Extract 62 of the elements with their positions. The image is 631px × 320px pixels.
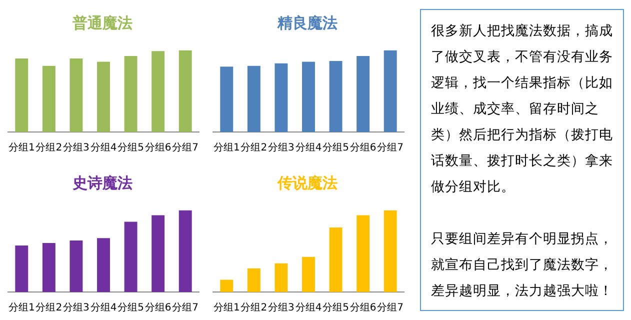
bar — [42, 66, 56, 132]
bar — [247, 66, 260, 132]
bar — [384, 50, 397, 132]
x-tick-label: 分组4 — [90, 142, 117, 154]
chart-title: 史诗魔法 — [72, 174, 134, 193]
bar — [274, 63, 288, 132]
x-tick-label: 分组4 — [295, 142, 322, 154]
chart-title: 普通魔法 — [72, 14, 134, 33]
bar — [70, 58, 83, 132]
x-tick-label: 分组3 — [268, 302, 294, 314]
bar — [97, 62, 110, 132]
chart-title: 精良魔法 — [276, 14, 338, 33]
x-tick-label: 分组2 — [36, 302, 62, 314]
x-tick-label: 分组2 — [240, 302, 268, 314]
x-tick-label: 分组1 — [8, 142, 35, 154]
x-tick-label: 分组5 — [118, 142, 144, 154]
bar — [356, 56, 370, 132]
x-tick-label: 分组4 — [295, 302, 322, 314]
bar — [329, 60, 342, 132]
x-tick-label: 分组4 — [90, 302, 117, 314]
bar — [97, 238, 110, 292]
bar — [274, 263, 288, 292]
bar — [356, 215, 370, 292]
bar — [15, 58, 28, 132]
x-tick-label: 分组7 — [377, 302, 404, 314]
bar — [42, 243, 56, 292]
bar — [124, 222, 138, 292]
bar — [178, 50, 192, 132]
text: 很多新人把找魔法数据，搞成了做交叉表，不管有没有业务逻辑，找一个结果指标（比如业绩、成交率、留存时间之类）然后把行为指标（拨打电话数量、拨打时长之类）拿来做分组对比。 — [431, 22, 613, 197]
x-tick-label: 分组6 — [144, 302, 172, 314]
x-tick-label: 分组5 — [322, 142, 349, 154]
x-tick-label: 分组3 — [63, 302, 90, 314]
bar — [124, 56, 138, 132]
x-tick-label: 分组3 — [63, 142, 90, 154]
x-tick-label: 分组2 — [36, 142, 62, 154]
bar — [329, 227, 342, 292]
x-tick-label: 分组7 — [172, 302, 199, 314]
x-tick-label: 分组3 — [268, 142, 294, 154]
bar — [152, 51, 165, 132]
bar — [384, 210, 397, 292]
bar — [302, 62, 315, 132]
bar — [70, 240, 83, 292]
x-tick-label: 分组7 — [172, 142, 199, 154]
x-tick-label: 分组5 — [322, 302, 349, 314]
bar — [152, 215, 165, 292]
x-tick-label: 分组1 — [213, 142, 240, 154]
bar — [302, 256, 315, 292]
x-tick-label: 分组1 — [213, 302, 240, 314]
bar — [247, 268, 260, 292]
x-tick-label: 分组6 — [144, 142, 172, 154]
x-tick-label: 分组2 — [240, 142, 268, 154]
text: 只要组间差异有个明显拐点，就宣布自己找到了魔法数字，差异越明显，法力越强大啦！ — [431, 230, 613, 301]
x-tick-label: 分组6 — [350, 142, 376, 154]
bar — [220, 66, 234, 132]
bar — [15, 245, 28, 292]
chart-title: 传说魔法 — [276, 174, 338, 193]
bar — [220, 280, 234, 292]
x-tick-label: 分组7 — [377, 142, 404, 154]
bar — [178, 210, 192, 292]
x-tick-label: 分组6 — [350, 302, 376, 314]
x-tick-label: 分组1 — [8, 302, 35, 314]
x-tick-label: 分组5 — [118, 302, 144, 314]
